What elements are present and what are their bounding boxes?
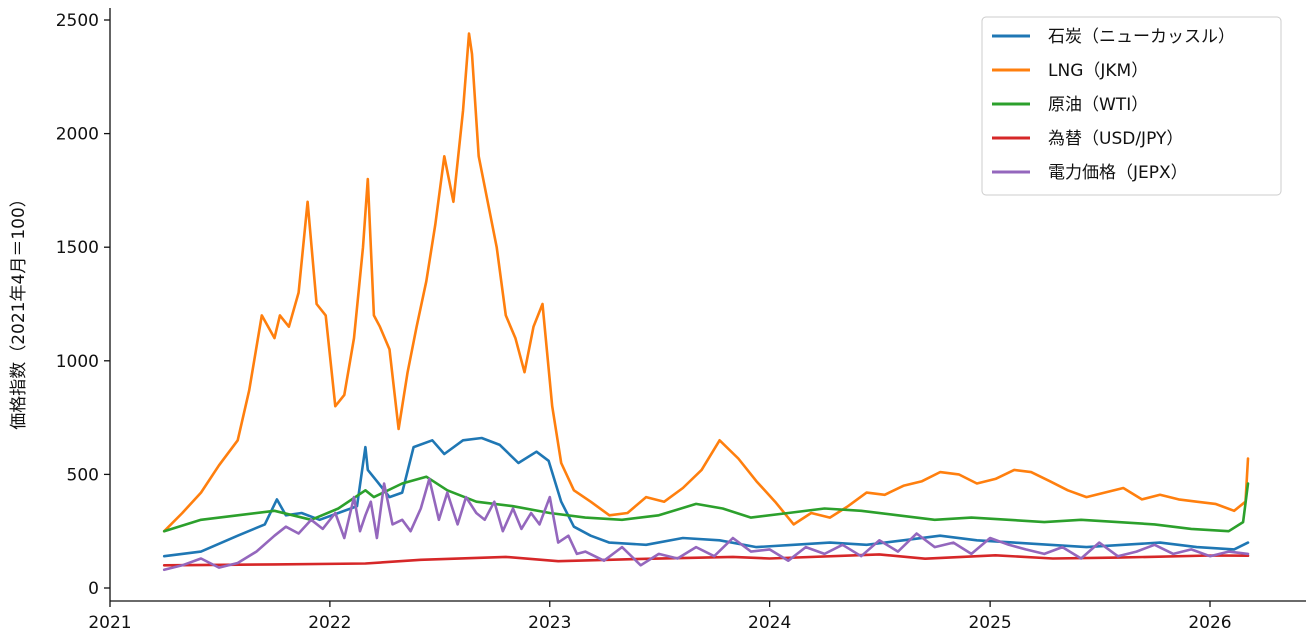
legend: 石炭（ニューカッスル） LNG（JKM） 原油（WTI） 為替（USD/JPY） 電力価… bbox=[981, 16, 1282, 196]
x-tick-label: 2026 bbox=[1188, 613, 1231, 633]
series-line-3 bbox=[162, 553, 1250, 567]
legend-label: 電力価格（JEPX） bbox=[1048, 163, 1188, 183]
series-line-4 bbox=[162, 477, 1250, 572]
x-tick-label: 2025 bbox=[968, 613, 1011, 633]
legend-label: 為替（USD/JPY） bbox=[1048, 129, 1183, 149]
x-tick-label: 2023 bbox=[528, 613, 571, 633]
series-line-0 bbox=[162, 436, 1250, 558]
y-tick-label: 1500 bbox=[56, 238, 99, 258]
series-line-1 bbox=[162, 32, 1250, 533]
y-axis-title: 価格指数（2021年4月＝100） bbox=[9, 190, 29, 430]
legend-label: 石炭（ニューカッスル） bbox=[1048, 27, 1235, 47]
series-layer bbox=[162, 32, 1250, 572]
x-tick-label: 2022 bbox=[308, 613, 351, 633]
legend-items: 石炭（ニューカッスル） LNG（JKM） 原油（WTI） 為替（USD/JPY） 電力価… bbox=[992, 27, 1235, 183]
legend-label: LNG（JKM） bbox=[1048, 61, 1148, 81]
y-tick-label: 2500 bbox=[56, 11, 99, 31]
legend-label: 原油（WTI） bbox=[1048, 95, 1148, 115]
x-tick-label: 2021 bbox=[88, 613, 131, 633]
y-tick-label: 2000 bbox=[56, 125, 99, 145]
y-tick-label: 500 bbox=[67, 465, 99, 485]
y-tick-label: 1000 bbox=[56, 352, 99, 372]
y-tick-label: 0 bbox=[88, 579, 99, 599]
y-axis-ticks: 0 500 1000 1500 2000 2500 bbox=[56, 11, 110, 599]
x-tick-label: 2024 bbox=[748, 613, 791, 633]
x-axis-ticks: 2021 2022 2023 2024 2025 2026 bbox=[88, 601, 1232, 633]
legend-box bbox=[981, 16, 1282, 196]
series-line-2 bbox=[162, 475, 1250, 533]
axes: 2021 2022 2023 2024 2025 2026 0 500 1000 1500 200… bbox=[9, 8, 1306, 633]
